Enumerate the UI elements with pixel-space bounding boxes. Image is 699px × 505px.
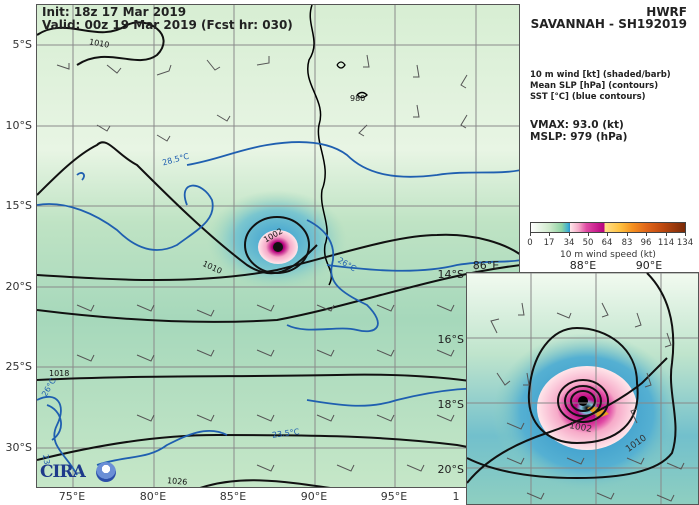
storm-title: SAVANNAH - SH192019 xyxy=(530,17,687,31)
mslp-value: MSLP: 979 (hPa) xyxy=(530,131,628,143)
colorbar-tick-label: 50 xyxy=(582,238,594,248)
colorbar-label: 10 m wind speed (kt) xyxy=(560,250,656,260)
lon-label-95e: 95°E xyxy=(380,490,408,503)
lat-label-25s: 25°S xyxy=(5,360,32,373)
inset-lon-label-88e: 88°E xyxy=(569,259,597,272)
colorbar-tick-label: 64 xyxy=(601,238,613,248)
lon-label-80e: 80°E xyxy=(139,490,167,503)
colorbar-tick-label: 96 xyxy=(640,238,652,248)
inset-lon-label-90e: 90°E xyxy=(635,259,663,272)
colorbar-tick xyxy=(549,233,550,236)
colorbar-tick xyxy=(646,233,647,236)
inset-lat-label-18s: 18°S xyxy=(437,398,464,411)
inset-lat-label-20s: 20°S xyxy=(437,463,464,476)
lat-label-30s: 30°S xyxy=(5,441,32,454)
slp-label-1018: 1018 xyxy=(49,369,70,378)
cira-logo: CIRA xyxy=(40,462,86,482)
colorbar-tick-label: 114 xyxy=(657,238,675,248)
slp-label-1026: 1026 xyxy=(166,476,188,487)
lat-label-5s: 5°S xyxy=(12,38,32,51)
init-time: Init: 18z 17 Mar 2019 xyxy=(42,5,187,19)
slp-label-980: 980 xyxy=(350,94,366,103)
noaa-logo-icon xyxy=(96,462,116,482)
valid-time: Valid: 00z 19 Mar 2019 (Fcst hr: 030) xyxy=(42,18,293,32)
lon-label-85e: 85°E xyxy=(219,490,247,503)
colorbar-tick xyxy=(607,233,608,236)
inset-lat-label-16s: 16°S xyxy=(437,333,464,346)
colorbar-tick xyxy=(627,233,628,236)
inset-lat-label-14s: 14°S xyxy=(437,268,464,281)
lon-label-100e: 1 xyxy=(452,490,460,503)
main-map-canvas xyxy=(37,5,519,487)
colorbar-tick xyxy=(666,233,667,236)
colorbar-tick-label: 0 xyxy=(527,238,533,248)
legend-slp: Mean SLP [hPa] (contours) xyxy=(530,81,659,91)
vmax-value: VMAX: 93.0 (kt) xyxy=(530,119,624,131)
colorbar-tick xyxy=(530,233,531,236)
inset-map: 1002 1010 xyxy=(466,272,699,505)
legend-wind: 10 m wind [kt] (shaded/barb) xyxy=(530,70,671,80)
colorbar-tick xyxy=(588,233,589,236)
colorbar-tick xyxy=(685,233,686,236)
inset-map-canvas xyxy=(467,273,698,504)
lat-label-15s: 15°S xyxy=(5,199,32,212)
lon-label-90e: 90°E xyxy=(300,490,328,503)
colorbar-tick-label: 83 xyxy=(621,238,633,248)
wind-speed-colorbar xyxy=(530,222,686,233)
lon-label-75e: 75°E xyxy=(58,490,86,503)
legend-sst: SST [°C] (blue contours) xyxy=(530,92,646,102)
colorbar-tick-label: 134 xyxy=(676,238,694,248)
main-map: 1010 1010 1002 1018 1026 980 28.5°C 26°C… xyxy=(36,4,520,488)
lat-label-20s: 20°S xyxy=(5,280,32,293)
colorbar-tick-label: 34 xyxy=(563,238,575,248)
colorbar-tick-label: 17 xyxy=(543,238,555,248)
inset-lon-label-86e: 86°E xyxy=(472,259,500,272)
cira-logo-text: CIRA xyxy=(40,462,86,482)
model-title: HWRF xyxy=(646,5,687,19)
lat-label-10s: 10°S xyxy=(5,119,32,132)
colorbar-tick xyxy=(569,233,570,236)
